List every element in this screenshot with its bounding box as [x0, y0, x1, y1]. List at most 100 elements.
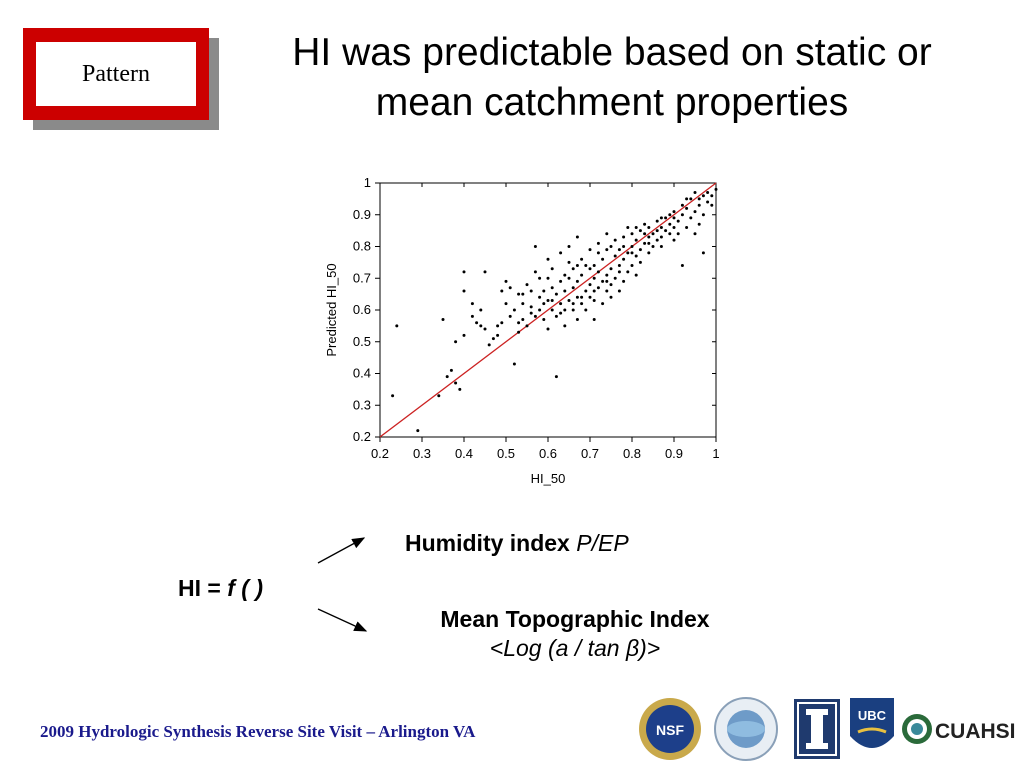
topographic-index-text: Mean Topographic Index <Log (a / tan β)>: [400, 606, 750, 662]
data-point: [538, 308, 542, 312]
data-point: [563, 324, 567, 328]
data-point: [706, 191, 710, 195]
data-point: [592, 276, 596, 280]
data-point: [441, 318, 445, 322]
x-tick-label: 0.3: [413, 446, 431, 461]
data-point: [596, 270, 600, 274]
data-point: [655, 229, 659, 233]
data-point: [643, 241, 647, 245]
data-point: [550, 267, 554, 271]
data-point: [588, 283, 592, 287]
data-point: [580, 273, 584, 277]
data-point: [697, 197, 701, 201]
data-point: [596, 251, 600, 255]
data-point: [634, 238, 638, 242]
data-point: [613, 276, 617, 280]
data-point: [701, 251, 705, 255]
data-point: [630, 264, 634, 268]
data-point: [672, 210, 676, 214]
data-point: [672, 216, 676, 220]
y-axis-label: Predicted HI_50: [324, 263, 339, 356]
data-point: [638, 229, 642, 233]
data-point: [697, 222, 701, 226]
footer-text: 2009 Hydrologic Synthesis Reverse Site V…: [40, 722, 476, 741]
data-point: [395, 324, 399, 328]
data-point: [546, 276, 550, 280]
data-point: [605, 273, 609, 277]
data-point: [546, 327, 550, 331]
data-point: [689, 197, 693, 201]
arrow-up: [317, 537, 366, 564]
data-point: [546, 257, 550, 261]
data-point: [458, 387, 462, 391]
data-point: [592, 318, 596, 322]
cuahsi-logo-text: CUAHSI: [935, 720, 1016, 743]
data-point: [529, 311, 533, 315]
data-point: [508, 286, 512, 290]
humidity-index-text: Humidity index P/EP: [405, 530, 629, 557]
data-point: [533, 245, 537, 248]
data-point: [575, 318, 579, 322]
formula-lhs: HI = f ( ): [178, 575, 263, 602]
y-tick-label: 0.4: [353, 366, 371, 381]
data-point: [609, 267, 613, 271]
data-point: [617, 264, 621, 268]
data-point: [416, 429, 420, 433]
x-tick-label: 0.9: [665, 446, 683, 461]
data-point: [479, 308, 483, 312]
data-point: [571, 267, 575, 271]
data-point: [605, 289, 609, 293]
data-point: [701, 194, 705, 198]
data-point: [651, 245, 655, 248]
data-point: [496, 333, 500, 337]
data-point: [470, 302, 474, 306]
data-point: [672, 238, 676, 242]
data-point: [659, 245, 663, 248]
data-point: [571, 302, 575, 306]
data-point: [512, 308, 516, 312]
topographic-index-label: Mean Topographic Index: [440, 606, 710, 632]
data-point: [517, 330, 521, 334]
data-point: [584, 289, 588, 293]
data-point: [521, 292, 525, 296]
x-tick-label: 1: [712, 446, 719, 461]
data-point: [680, 213, 684, 217]
data-point: [538, 276, 542, 280]
data-point: [500, 289, 504, 293]
data-point: [491, 337, 495, 341]
x-axis-label: HI_50: [531, 471, 566, 486]
data-point: [613, 254, 617, 258]
data-point: [584, 308, 588, 312]
slide-title-line-2: mean catchment properties: [375, 81, 849, 124]
y-tick-label: 0.3: [353, 397, 371, 412]
slide-title-line-1: HI was predictable based on static or: [292, 31, 932, 74]
data-point: [647, 225, 651, 229]
data-point: [559, 251, 563, 255]
data-point: [580, 295, 584, 299]
data-point: [634, 273, 638, 277]
y-tick-label: 1: [364, 175, 371, 190]
predictability-logo: [714, 697, 778, 761]
y-tick-label: 0.5: [353, 334, 371, 349]
data-point: [672, 225, 676, 229]
cuahsi-logo: CUAHSI: [902, 714, 1016, 744]
data-point: [521, 302, 525, 306]
data-point: [701, 213, 705, 217]
data-point: [710, 203, 714, 207]
x-tick-label: 0.4: [455, 446, 473, 461]
data-point: [601, 279, 605, 283]
data-point: [554, 292, 558, 296]
data-point: [592, 264, 596, 268]
data-point: [462, 270, 466, 274]
data-point: [479, 324, 483, 328]
data-point: [605, 232, 609, 236]
data-point: [647, 235, 651, 239]
data-point: [693, 232, 697, 236]
data-point: [496, 324, 500, 328]
nsf-logo: NSF: [639, 698, 701, 760]
data-point: [529, 305, 533, 309]
data-point: [676, 219, 680, 223]
data-point: [676, 232, 680, 236]
data-point: [638, 248, 642, 252]
nsf-logo-text: NSF: [656, 722, 684, 738]
